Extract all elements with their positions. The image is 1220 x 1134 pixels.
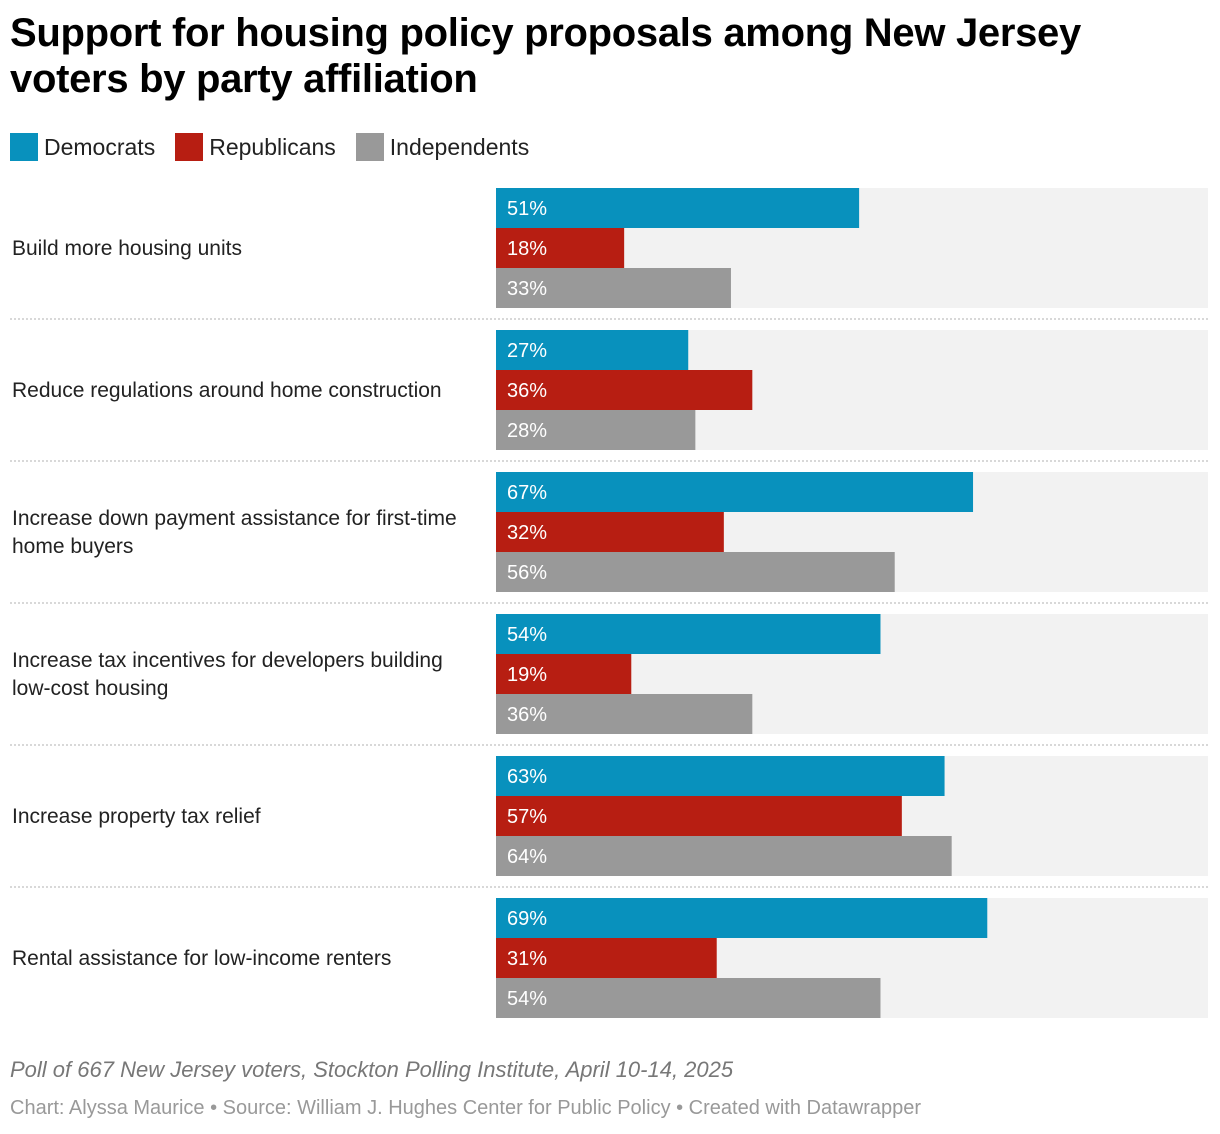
legend-label-democrats: Democrats [44, 133, 156, 160]
data-label: 63% [507, 766, 547, 788]
legend-label-republicans: Republicans [209, 133, 336, 160]
data-label: 18% [507, 238, 547, 260]
chart-byline: Chart: Alyssa Maurice • Source: William … [10, 1097, 922, 1119]
category-label: Increase property tax relief [12, 805, 261, 828]
bar-democrats [496, 898, 988, 938]
data-label: 69% [507, 908, 547, 930]
bar-republicans [496, 938, 717, 978]
bar-chart: Build more housing units 51% 18% 33% Reduce … [10, 188, 1208, 1018]
data-label: 56% [507, 562, 547, 584]
category-label: Increase down payment assistance for fir… [12, 507, 457, 558]
bar-democrats [496, 756, 945, 796]
data-label: 64% [507, 846, 547, 868]
bar-independents [496, 836, 952, 876]
bar-independents [496, 410, 696, 450]
bar-independents [496, 694, 753, 734]
bar-republicans [496, 370, 753, 410]
legend-swatch-republicans [175, 133, 204, 161]
bar-republicans [496, 654, 632, 694]
data-label: 51% [507, 198, 547, 220]
bar-democrats [496, 188, 860, 228]
chart-legend: Democrats Republicans Independents [10, 133, 549, 161]
legend-swatch-independents [355, 133, 384, 161]
bar-independents [496, 552, 895, 592]
chart-notes: Poll of 667 New Jersey voters, Stockton … [10, 1057, 734, 1082]
data-label: 36% [507, 704, 547, 726]
data-label: 36% [507, 380, 547, 402]
data-label: 32% [507, 522, 547, 544]
bar-democrats [496, 330, 689, 370]
bar-republicans [496, 796, 902, 836]
category-label: Increase tax incentives for developers b… [12, 649, 443, 700]
data-label: 19% [507, 664, 547, 686]
data-label: 28% [507, 420, 547, 442]
data-label: 57% [507, 806, 547, 828]
data-label: 33% [507, 278, 547, 300]
bar-independents [496, 978, 881, 1018]
category-label: Reduce regulations around home construct… [12, 379, 442, 402]
legend-label-independents: Independents [389, 133, 530, 160]
data-label: 31% [507, 948, 547, 970]
category-label: Build more housing units [12, 237, 242, 260]
data-label: 54% [507, 624, 547, 646]
chart-title: Support for housing policy proposals amo… [10, 11, 1081, 101]
legend-item-democrats: Democrats [10, 133, 155, 161]
bar-democrats [496, 614, 881, 654]
bar-republicans [496, 228, 625, 268]
data-label: 67% [507, 482, 547, 504]
bar-democrats [496, 472, 974, 512]
bar-republicans [496, 512, 724, 552]
legend-item-independents: Independents [355, 133, 530, 161]
legend-swatch-democrats [10, 133, 38, 161]
data-label: 54% [507, 988, 547, 1010]
data-label: 27% [507, 340, 547, 362]
bar-independents [496, 268, 731, 308]
category-label: Rental assistance for low-income renters [12, 947, 391, 970]
legend-item-republicans: Republicans [175, 133, 336, 161]
